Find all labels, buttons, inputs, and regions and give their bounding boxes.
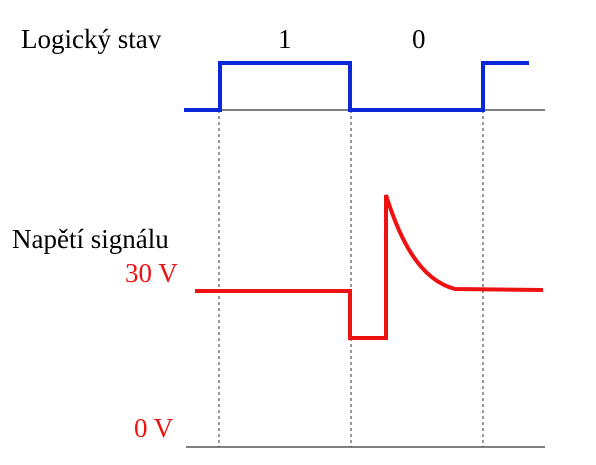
state-one-label: 1 (278, 24, 292, 54)
logic-state-label: Logický stav (21, 24, 162, 54)
signal-voltage-label: Napětí signálu (12, 224, 169, 254)
voltage-0-label: 0 V (134, 413, 174, 443)
signal-voltage-waveform (195, 194, 544, 340)
voltage-30-label: 30 V (125, 258, 178, 288)
state-zero-label: 0 (412, 24, 426, 54)
logic-state-waveform (184, 61, 529, 112)
